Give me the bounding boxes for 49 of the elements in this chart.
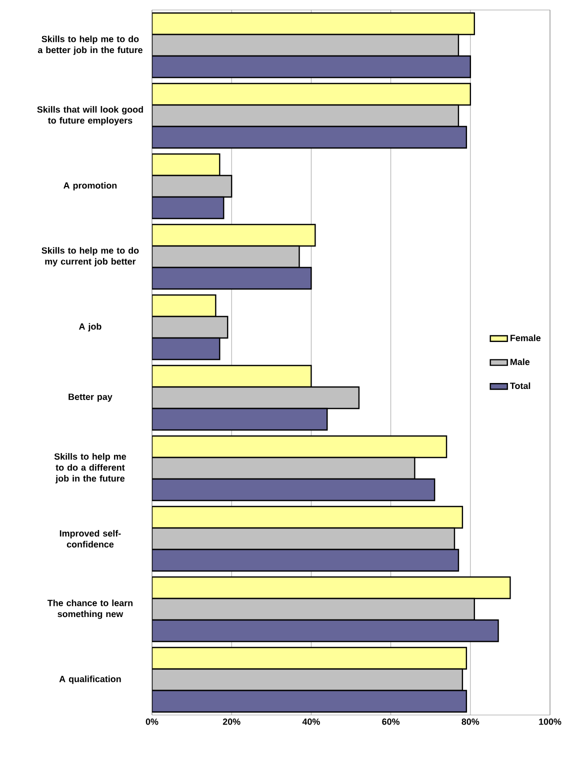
bar [152, 55, 472, 78]
x-tick-label: 100% [539, 718, 562, 725]
bar [152, 82, 472, 106]
bar [152, 224, 316, 247]
bar [152, 34, 460, 57]
y-tick-label: Skills to help me to do my current job better [42, 247, 139, 266]
y-tick-label: The chance to learn something new [47, 600, 133, 619]
bar [152, 527, 456, 550]
x-tick-label: 0% [146, 718, 158, 725]
bar [152, 245, 300, 268]
bar [152, 153, 220, 176]
bar [152, 126, 468, 149]
bar [152, 12, 475, 36]
bar [152, 266, 312, 290]
bar [152, 646, 468, 670]
bar [152, 548, 460, 572]
bar [152, 668, 464, 692]
x-tick-label: 40% [302, 718, 320, 725]
legend-label: Female [510, 334, 541, 342]
bar [152, 456, 416, 480]
y-tick-label: A job [78, 323, 102, 332]
y-tick-label: A promotion [64, 182, 117, 190]
bar [152, 196, 224, 220]
bar [152, 576, 511, 600]
y-tick-label: Better pay [68, 394, 112, 402]
bar [152, 174, 232, 198]
x-tick-label: 80% [462, 718, 480, 725]
bar [152, 337, 220, 360]
y-tick-label: A qualification [59, 676, 121, 684]
bar [152, 316, 228, 339]
bar [152, 294, 216, 318]
bar [152, 364, 312, 388]
y-tick-label: Skills to help me to do a better job in the future [38, 36, 142, 55]
bar [152, 104, 460, 128]
bar [152, 598, 475, 621]
bar [152, 408, 328, 431]
bar [152, 506, 464, 529]
x-tick-label: 20% [222, 718, 240, 725]
legend-label: Male [510, 358, 530, 366]
y-tick-label: Skills that will look good to future employers [37, 106, 143, 126]
bar [152, 690, 468, 713]
bar [152, 435, 448, 458]
y-tick-label: Improved self-confidence [60, 530, 121, 548]
y-tick-label: Skills to help me to do a different job in the future [54, 453, 126, 484]
bar [152, 386, 360, 410]
bar [152, 619, 499, 642]
bar [152, 478, 436, 502]
legend-label: Total [510, 382, 530, 390]
x-tick-label: 60% [382, 718, 400, 725]
